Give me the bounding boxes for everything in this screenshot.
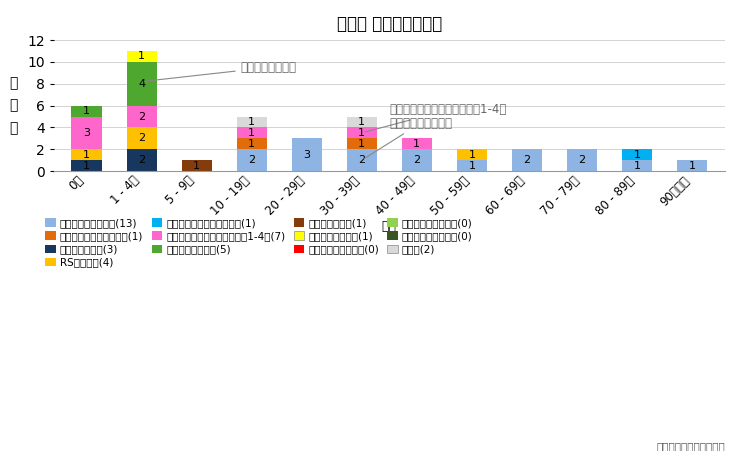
Text: 1: 1	[83, 161, 90, 170]
Text: 1: 1	[358, 139, 366, 149]
Text: 3: 3	[83, 128, 90, 138]
Text: 2: 2	[248, 155, 255, 165]
Bar	[72, 116, 102, 149]
Bar	[567, 149, 597, 171]
Text: 1: 1	[193, 161, 201, 170]
Text: 1: 1	[138, 51, 145, 61]
Bar	[346, 138, 377, 149]
Text: ヒトボカウイルス: ヒトボカウイルス	[144, 61, 297, 81]
Text: 1: 1	[83, 150, 90, 160]
Text: 1: 1	[468, 150, 475, 160]
Text: 1: 1	[358, 128, 366, 138]
Bar	[72, 106, 102, 116]
Bar	[512, 149, 542, 171]
Text: 2: 2	[579, 155, 585, 165]
X-axis label: 年齢: 年齢	[382, 220, 397, 233]
Text: 1: 1	[358, 117, 366, 127]
Text: 1: 1	[688, 161, 696, 170]
Text: 1: 1	[633, 150, 640, 160]
Text: 1: 1	[633, 161, 640, 170]
Bar	[346, 128, 377, 138]
Legend: 新型コロナウイルス(13), インフルエンザウイルス(1), ライノウイルス(3), RSウイルス(4), ヒトメタニューモウイルス(1), バラインフルエンザ: 新型コロナウイルス(13), インフルエンザウイルス(1), ライノウイルス(3…	[45, 218, 473, 267]
Text: 2: 2	[413, 155, 420, 165]
Bar	[127, 62, 157, 106]
Bar	[402, 138, 432, 149]
Text: 新型コロナウイルス: 新型コロナウイルス	[364, 116, 452, 159]
Bar	[237, 116, 267, 128]
Bar	[72, 160, 102, 171]
Bar	[72, 149, 102, 160]
Text: 1: 1	[248, 117, 255, 127]
Text: 2: 2	[358, 155, 366, 165]
Bar	[677, 160, 707, 171]
Bar	[622, 149, 652, 160]
Bar	[622, 160, 652, 171]
Bar	[402, 149, 432, 171]
Bar	[237, 149, 267, 171]
Text: 2: 2	[523, 155, 531, 165]
Text: 3: 3	[303, 150, 310, 160]
Bar	[346, 116, 377, 128]
Text: 1: 1	[83, 106, 90, 116]
Text: 2: 2	[138, 133, 145, 143]
Text: 1: 1	[248, 128, 255, 138]
Text: 1: 1	[248, 139, 255, 149]
Bar	[237, 128, 267, 138]
Bar	[346, 149, 377, 171]
Bar	[127, 106, 157, 128]
Bar	[237, 138, 267, 149]
Bar	[457, 149, 487, 160]
Text: バラインフルエンザウイルス1-4型: バラインフルエンザウイルス1-4型	[365, 103, 507, 132]
Bar	[127, 128, 157, 149]
Bar	[457, 160, 487, 171]
Text: 2: 2	[138, 111, 145, 121]
Text: 4: 4	[138, 79, 145, 89]
Bar	[127, 149, 157, 171]
Text: 2: 2	[138, 155, 145, 165]
Bar	[127, 51, 157, 62]
Title: 年齢別 病原体検出状況: 年齢別 病原体検出状況	[337, 15, 442, 33]
Text: 1: 1	[468, 161, 475, 170]
Bar	[181, 160, 212, 171]
Text: 1: 1	[414, 139, 420, 149]
Text: （）内は全年齢の検出数: （）内は全年齢の検出数	[656, 441, 725, 451]
Y-axis label: 検
出
数: 検 出 数	[9, 76, 18, 135]
Bar	[292, 138, 322, 171]
